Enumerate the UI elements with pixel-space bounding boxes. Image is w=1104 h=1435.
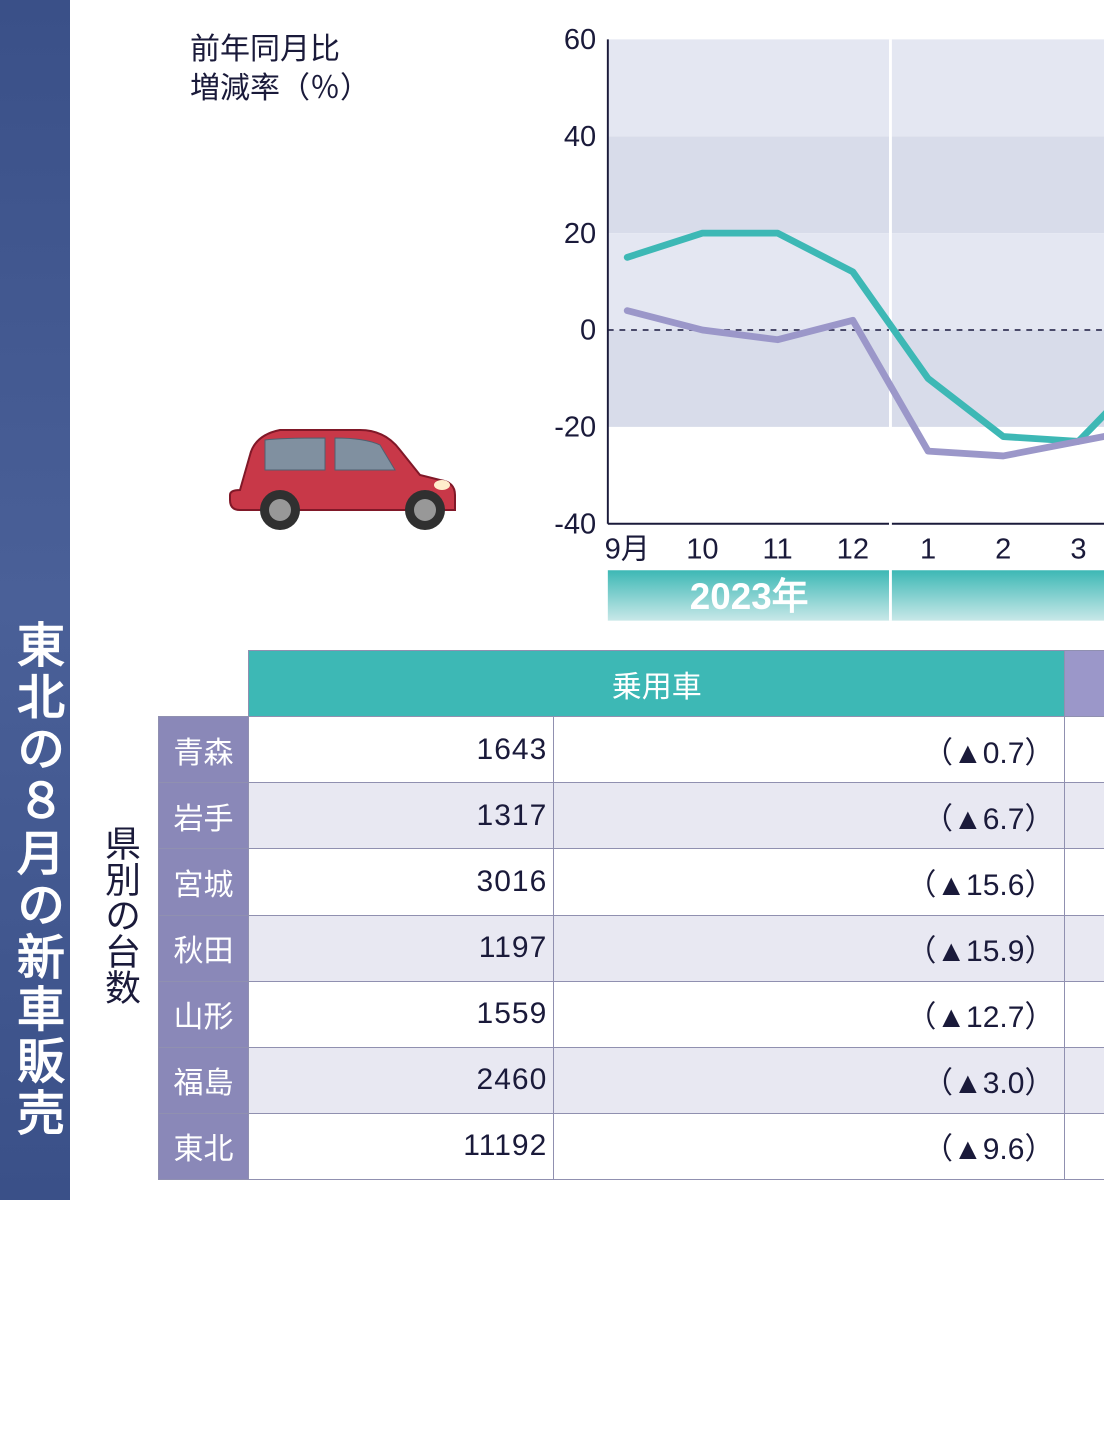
car-icon: [210, 400, 470, 540]
main-title: 東北の８月の新車販売: [0, 620, 70, 1140]
line-chart: -40-2002040609月101112123456782023年24 前年同…: [70, 0, 1104, 640]
content-area: -40-2002040609月101112123456782023年24 前年同…: [70, 0, 1104, 1200]
table-section: 県別の台数 乗用車 軽自動車 青森 1643 （▲0.7） 1498 （▲9.9…: [70, 640, 1104, 1200]
prefecture-table: 乗用車 軽自動車 青森 1643 （▲0.7） 1498 （▲9.9） 岩手 1…: [158, 650, 1104, 1180]
table-label: 県別の台数: [90, 650, 150, 1180]
svg-text:1: 1: [920, 534, 936, 566]
svg-text:60: 60: [564, 24, 596, 56]
infographic-container: 東北の８月の新車販売 -40-2002040609月10111212345678…: [0, 0, 1104, 1200]
title-bar: 東北の８月の新車販売: [0, 0, 70, 1200]
svg-text:40: 40: [564, 121, 596, 153]
svg-text:2: 2: [995, 534, 1011, 566]
svg-text:11: 11: [763, 534, 793, 566]
svg-text:2023年: 2023年: [690, 576, 809, 617]
svg-text:0: 0: [580, 315, 596, 347]
svg-text:9月: 9月: [605, 534, 650, 566]
svg-text:10: 10: [686, 534, 718, 566]
chart-svg: -40-2002040609月101112123456782023年24: [70, 20, 1104, 640]
svg-text:-20: -20: [554, 412, 596, 444]
svg-text:3: 3: [1070, 534, 1086, 566]
svg-text:12: 12: [837, 534, 869, 566]
svg-text:20: 20: [564, 218, 596, 250]
svg-text:-40: -40: [554, 508, 596, 540]
y-axis-label: 前年同月比増減率（％）: [190, 30, 370, 108]
